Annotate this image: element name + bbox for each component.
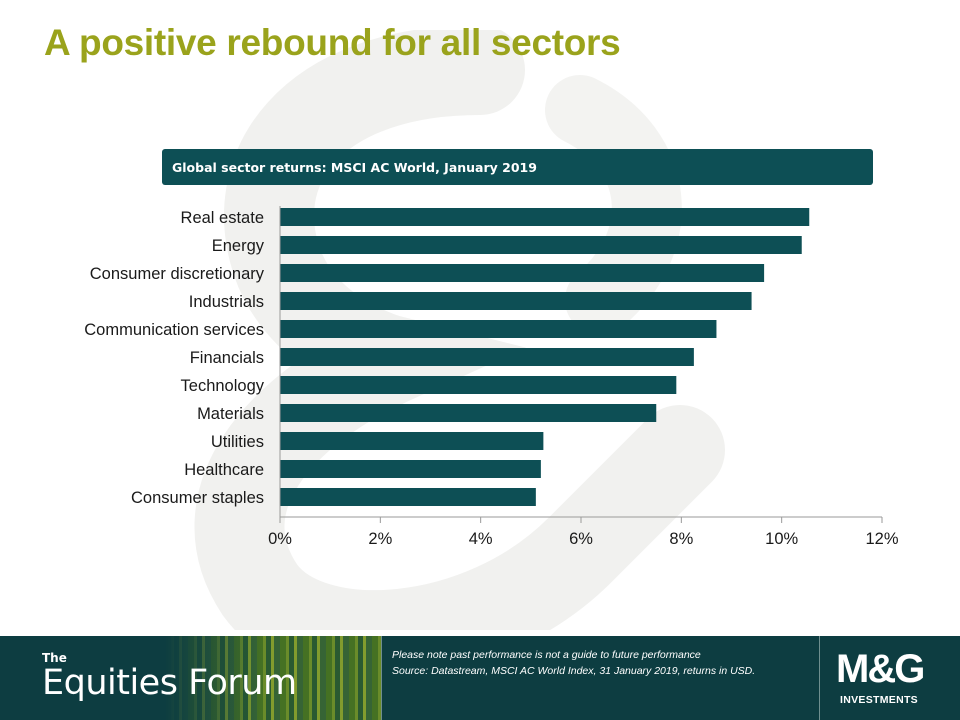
x-tick-label: 4%: [469, 530, 493, 548]
logo-main: M&G: [836, 647, 925, 691]
category-label: Healthcare: [184, 461, 264, 479]
category-label: Energy: [212, 237, 265, 255]
x-tick-label: 0%: [268, 530, 292, 548]
disclaimer: Please note past performance is not a gu…: [392, 647, 812, 679]
chart-title: Global sector returns: MSCI AC World, Ja…: [172, 159, 537, 175]
disclaimer-line-2: Source: Datastream, MSCI AC World Index,…: [392, 665, 756, 677]
x-tick-label: 2%: [368, 530, 392, 548]
category-label: Industrials: [189, 293, 264, 311]
mg-logo: M&G INVESTMENTS: [820, 636, 960, 720]
category-label: Consumer discretionary: [90, 265, 265, 283]
x-tick-label: 10%: [765, 530, 798, 548]
slide-title: A positive rebound for all sectors: [44, 22, 621, 63]
category-label: Utilities: [211, 433, 264, 451]
bar-industrials: [280, 292, 752, 310]
category-label: Real estate: [181, 209, 264, 227]
bar-technology: [280, 376, 677, 394]
footer: The Equities Forum Please note past perf…: [0, 636, 960, 720]
bar-chart: Real estate Energy Consumer discretionary I…: [84, 206, 899, 548]
footer-divider: [819, 636, 820, 720]
bar-healthcare: [280, 460, 541, 478]
bar-communication-services: [280, 320, 717, 338]
brand-name: Equities Forum: [42, 663, 297, 703]
category-label: Consumer staples: [131, 489, 264, 507]
bar-consumer-discretionary: [280, 264, 765, 282]
bar-financials: [280, 348, 694, 366]
footer-divider: [381, 636, 382, 720]
bar-consumer-staples: [280, 488, 536, 506]
x-tick-label: 12%: [865, 530, 898, 548]
footer-stripe-fade: [165, 636, 381, 720]
brand-the: The: [42, 651, 67, 665]
bar-energy: [280, 236, 802, 254]
bar-real-estate: [280, 208, 810, 226]
x-tick-label: 6%: [569, 530, 593, 548]
category-label: Financials: [190, 349, 264, 367]
chart-title-bar: Global sector returns: MSCI AC World, Ja…: [162, 149, 873, 185]
x-tick-label: 8%: [669, 530, 693, 548]
category-label: Materials: [197, 405, 264, 423]
bar-materials: [280, 404, 657, 422]
disclaimer-line-1: Please note past performance is not a gu…: [392, 649, 701, 661]
bar-utilities: [280, 432, 544, 450]
category-label: Communication services: [84, 321, 264, 339]
category-label: Technology: [181, 377, 265, 395]
logo-sub: INVESTMENTS: [840, 694, 918, 706]
